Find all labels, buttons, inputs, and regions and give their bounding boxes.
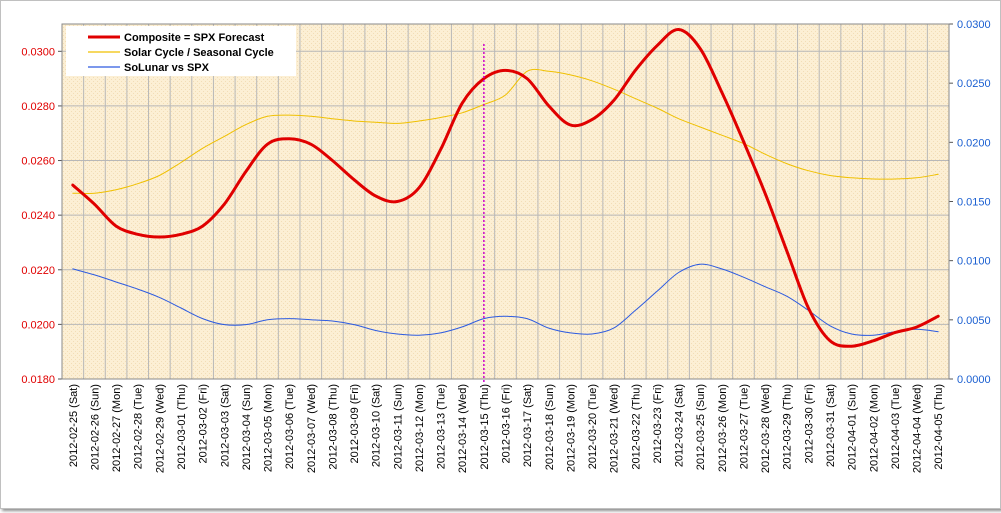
series-line-composite-spx-forecast	[71, 28, 940, 348]
right-tick-label: 0.0250	[957, 78, 991, 90]
x-tick-label: 2012-03-10 (Sat)	[371, 384, 383, 467]
x-tick-label: 2012-03-15 (Thu)	[479, 384, 491, 470]
legend-label: Composite = SPX Forecast	[124, 32, 265, 44]
right-tick-label: 0.0300	[957, 19, 991, 31]
left-y-axis: 0.0180 0.0200 0.0220 0.0240 0.0260 0.0280 0.03…	[21, 46, 62, 386]
right-tick-label: 0.0000	[957, 374, 991, 386]
left-tick-label: 0.0260	[21, 156, 55, 168]
x-tick-label: 2012-04-04 (Wed)	[912, 384, 924, 473]
x-tick-label: 2012-03-20 (Tue)	[587, 384, 599, 469]
x-tick-label: 2012-03-29 (Thu)	[782, 384, 794, 470]
x-tick-label: 2012-03-02 (Fri)	[198, 384, 210, 463]
left-tick-label: 0.0280	[21, 101, 55, 113]
x-tick-label: 2012-03-31 (Sat)	[825, 384, 837, 467]
x-tick-label: 2012-03-25 (Sun)	[695, 384, 707, 470]
legend-label: Solar Cycle / Seasonal Cycle	[124, 47, 274, 59]
x-tick-label: 2012-03-11 (Sun)	[392, 384, 404, 469]
series-lines	[71, 28, 940, 348]
left-tick-label: 0.0200	[21, 319, 55, 331]
right-tick-label: 0.0050	[957, 315, 991, 327]
right-tick-label: 0.0150	[957, 197, 991, 209]
x-tick-label: 2012-03-18 (Sun)	[544, 384, 556, 470]
x-tick-label: 2012-04-05 (Thu)	[933, 384, 945, 470]
x-tick-label: 2012-03-12 (Mon)	[414, 384, 426, 472]
x-tick-label: 2012-03-05 (Mon)	[263, 384, 275, 472]
series-line-solar-cycle-seasonal-cycle	[72, 68, 939, 194]
x-tick-label: 2012-04-03 (Tue)	[890, 384, 902, 469]
right-y-axis: 0.0000 0.0050 0.0100 0.0150 0.0200 0.0250 0.03…	[949, 19, 991, 386]
x-tick-label: 2012-02-29 (Wed)	[154, 384, 166, 473]
plot-border	[61, 23, 950, 380]
x-tick-label: 2012-03-30 (Fri)	[803, 384, 815, 463]
x-tick-label: 2012-03-16 (Fri)	[501, 384, 513, 463]
x-tick-label: 2012-03-06 (Tue)	[284, 384, 296, 469]
x-axis: 2012-02-25 (Sat) 2012-02-26 (Sun) 2012-02-…	[68, 384, 945, 473]
legend-box	[66, 26, 296, 76]
x-tick-label: 2012-03-24 (Sat)	[674, 384, 686, 467]
x-tick-label: 2012-03-22 (Thu)	[630, 384, 642, 470]
x-tick-label: 2012-03-21 (Wed)	[609, 384, 621, 473]
x-tick-label: 2012-03-09 (Fri)	[349, 384, 361, 463]
x-tick-label: 2012-03-23 (Fri)	[652, 384, 664, 463]
x-tick-label: 2012-03-28 (Wed)	[760, 384, 772, 473]
series-line-solunar-vs-spx	[72, 263, 939, 336]
legend-label: SoLunar vs SPX	[124, 62, 210, 74]
legend: Composite = SPX Forecast Solar Cycle / Se…	[66, 26, 296, 76]
x-tick-label: 2012-03-27 (Tue)	[738, 384, 750, 469]
left-tick-label: 0.0300	[21, 46, 55, 58]
x-tick-label: 2012-03-13 (Tue)	[436, 384, 448, 469]
x-tick-label: 2012-02-28 (Tue)	[133, 384, 145, 469]
plot-area	[62, 24, 949, 379]
x-tick-label: 2012-03-14 (Wed)	[457, 384, 469, 473]
gridlines	[61, 24, 950, 380]
x-tick-label: 2012-03-03 (Sat)	[219, 384, 231, 467]
x-tick-label: 2012-03-07 (Wed)	[306, 384, 318, 473]
x-tick-label: 2012-02-27 (Mon)	[111, 384, 123, 472]
x-tick-label: 2012-03-26 (Mon)	[717, 384, 729, 472]
right-tick-label: 0.0100	[957, 256, 991, 268]
right-tick-label: 0.0200	[957, 137, 991, 149]
x-tick-label: 2012-03-01 (Thu)	[176, 384, 188, 470]
x-tick-label: 2012-04-02 (Mon)	[868, 384, 880, 472]
x-tick-label: 2012-03-08 (Thu)	[327, 384, 339, 470]
x-tick-label: 2012-03-04 (Sun)	[241, 384, 253, 470]
x-tick-label: 2012-02-25 (Sat)	[68, 384, 80, 467]
left-tick-label: 0.0240	[21, 210, 55, 222]
left-tick-label: 0.0220	[21, 265, 55, 277]
left-tick-label: 0.0180	[21, 374, 55, 386]
x-tick-label: 2012-03-17 (Sat)	[522, 384, 534, 467]
x-tick-label: 2012-04-01 (Sun)	[847, 384, 859, 470]
x-tick-label: 2012-03-19 (Mon)	[565, 384, 577, 472]
x-tick-label: 2012-02-26 (Sun)	[89, 384, 101, 470]
